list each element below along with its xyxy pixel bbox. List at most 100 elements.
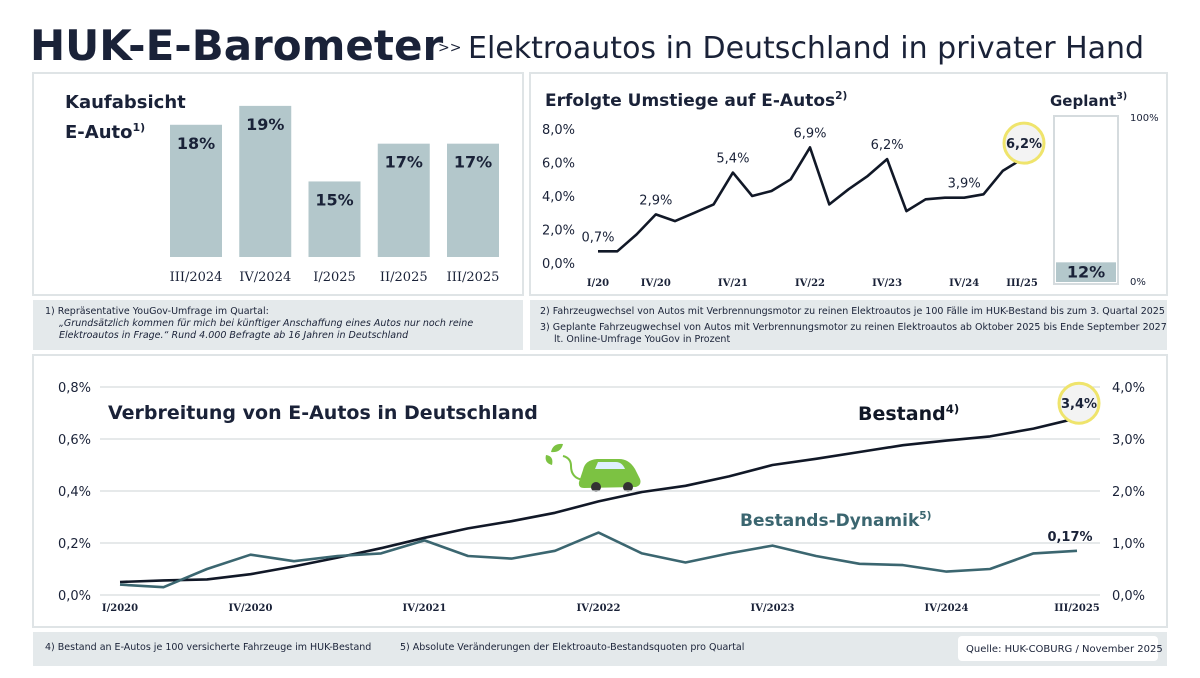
- data-label: 6,2%: [1006, 137, 1042, 152]
- footnote-line: 4) Bestand an E-Autos je 100 versicherte…: [45, 642, 372, 653]
- footnote: 1) Repräsentative YouGov-Umfrage im Quar…: [45, 306, 473, 342]
- footnote-line: Elektroautos in Frage.“ Rund 4.000 Befra…: [59, 330, 409, 341]
- y-tick-label: 6,0%: [542, 157, 575, 172]
- data-label: 6,2%: [871, 138, 904, 153]
- title-text: Geplant: [1050, 92, 1116, 110]
- bar: [239, 105, 292, 257]
- x-tick-label: IV/2024: [239, 270, 291, 285]
- y-tick-label: 100%: [1130, 113, 1159, 124]
- footnote-line: 3) Geplante Fahrzeugwechsel von Autos mi…: [540, 322, 1167, 333]
- y2-tick-label: 2,0%: [1112, 485, 1145, 500]
- data-label: 0,17%: [1047, 530, 1092, 545]
- x-tick-label: IV/23: [872, 278, 902, 289]
- y-tick-label: 0,0%: [58, 589, 91, 604]
- data-label: 15%: [315, 190, 353, 209]
- footnote-ref: 1): [132, 121, 146, 134]
- footnote: 4) Bestand an E-Autos je 100 versicherte…: [45, 642, 371, 654]
- source-box: [958, 636, 1158, 661]
- title-text: Erfolgte Umstiege auf E-Autos: [545, 91, 835, 111]
- source: Quelle: HUK-COBURG / November 2025: [966, 644, 1163, 655]
- data-label: 0,7%: [581, 230, 614, 245]
- bar: [308, 181, 361, 257]
- x-tick-label: IV/2024: [925, 603, 969, 614]
- y2-tick-label: 3,0%: [1112, 433, 1145, 448]
- y-tick-label: 0%: [1130, 277, 1146, 288]
- data-label: 18%: [177, 134, 215, 153]
- series-name: Bestands-Dynamik: [740, 511, 920, 531]
- footnote: 5) Absolute Veränderungen der Elektroaut…: [400, 642, 744, 654]
- chart-title: Geplant3): [1050, 91, 1127, 110]
- note-box: [33, 300, 523, 350]
- series-label: Bestands-Dynamik5): [740, 510, 931, 531]
- y2-tick-label: 4,0%: [1112, 381, 1145, 396]
- y2-tick-label: 1,0%: [1112, 537, 1145, 552]
- y-tick-label: 0,4%: [58, 485, 91, 500]
- x-tick-label: IV/2020: [229, 603, 273, 614]
- y-tick-label: 0,8%: [58, 381, 91, 396]
- car-icon: [545, 443, 641, 492]
- data-label: 2,9%: [639, 193, 672, 208]
- line: [598, 146, 1023, 253]
- y-tick-label: 0,6%: [58, 433, 91, 448]
- chart-title: Kaufabsicht E-Auto1): [65, 90, 200, 145]
- footnote-line: lt. Online-Umfrage YouGov in Prozent: [554, 334, 731, 345]
- footnote-line: 1) Repräsentative YouGov-Umfrage im Quar…: [45, 306, 269, 317]
- x-tick-label: I/2020: [102, 603, 138, 614]
- x-tick-label: IV/2022: [577, 603, 621, 614]
- data-label: 3,4%: [1061, 397, 1097, 412]
- x-tick-label: III/25: [1006, 278, 1038, 289]
- footnote-ref: 3): [1116, 91, 1127, 102]
- bar: [1056, 262, 1116, 282]
- x-tick-label: III/2025: [447, 270, 500, 285]
- footnote: 2) Fahrzeugwechsel von Autos mit Verbren…: [540, 306, 1165, 318]
- y-tick-label: 0,2%: [58, 537, 91, 552]
- series-name: Bestand: [858, 403, 946, 425]
- x-tick-label: I/2025: [313, 270, 356, 285]
- y2-tick-label: 0,0%: [1112, 589, 1145, 604]
- series-label: Bestand4): [858, 402, 959, 425]
- x-tick-label: II/2025: [380, 270, 428, 285]
- footnote-ref: 4): [946, 402, 960, 416]
- footnote-line: 2) Fahrzeugwechsel von Autos mit Verbren…: [540, 306, 1165, 317]
- x-tick-label: IV/2021: [403, 603, 447, 614]
- bar: [447, 143, 499, 257]
- footnote-line: „Grundsätzlich kommen für mich bei künft…: [59, 318, 474, 329]
- page-subtitle: Elektroautos in Deutschland in privater …: [468, 31, 1144, 66]
- x-tick-label: I/20: [587, 278, 609, 289]
- data-label: 19%: [246, 115, 284, 134]
- bar: [377, 143, 430, 257]
- data-label: 6,9%: [793, 126, 826, 141]
- line: [119, 416, 1078, 584]
- x-tick-label: IV/21: [718, 278, 748, 289]
- chart-title: Verbreitung von E-Autos in Deutschland: [108, 402, 538, 424]
- y-tick-label: 4,0%: [542, 190, 575, 205]
- x-tick-label: III/2024: [170, 270, 223, 285]
- data-label: 3,9%: [948, 177, 981, 192]
- y-tick-label: 8,0%: [542, 123, 575, 138]
- chart-title: Erfolgte Umstiege auf E-Autos2): [545, 90, 847, 111]
- bar-frame: [1053, 115, 1119, 285]
- note-box: [530, 300, 1167, 350]
- x-tick-label: IV/20: [641, 278, 671, 289]
- data-label: 17%: [385, 153, 423, 172]
- footnote-line: 5) Absolute Veränderungen der Elektroaut…: [400, 642, 745, 653]
- title-text: Verbreitung von E-Autos in Deutschland: [108, 402, 538, 424]
- y-tick-label: 2,0%: [542, 224, 575, 239]
- highlight-ring: [1002, 121, 1046, 165]
- line: [119, 531, 1078, 589]
- footnote: 3) Geplante Fahrzeugwechsel von Autos mi…: [540, 322, 1167, 346]
- data-label: 12%: [1067, 262, 1105, 281]
- x-tick-label: IV/2023: [751, 603, 795, 614]
- y-tick-label: 0,0%: [542, 257, 575, 272]
- highlight-ring: [1057, 381, 1101, 425]
- bar: [170, 124, 222, 258]
- footnote-ref: 5): [919, 510, 931, 522]
- x-tick-label: IV/22: [795, 278, 825, 289]
- footnote-ref: 2): [835, 90, 847, 102]
- page-title: HUK-E-Barometer: [30, 21, 443, 70]
- separator: >>: [438, 40, 461, 56]
- x-tick-label: III/2025: [1054, 603, 1100, 614]
- data-label: 5,4%: [716, 152, 749, 167]
